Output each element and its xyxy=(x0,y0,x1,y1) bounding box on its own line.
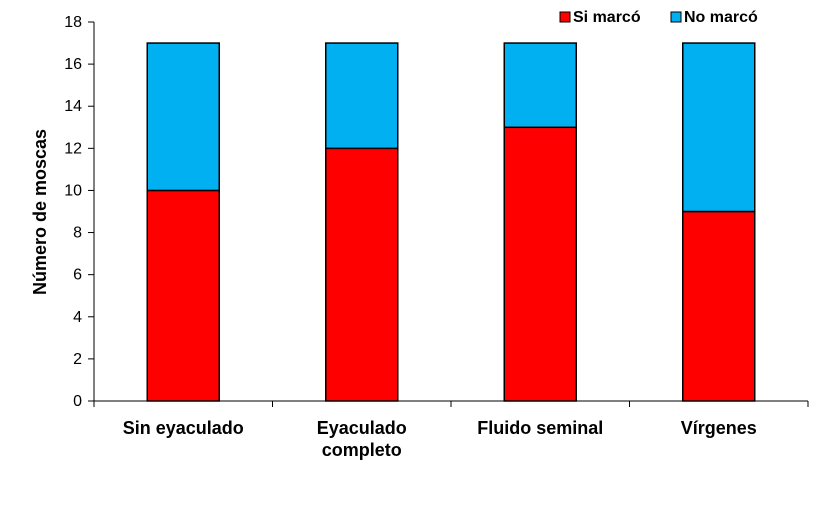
y-tick-label: 0 xyxy=(73,393,82,410)
y-tick-label: 2 xyxy=(73,351,82,368)
y-tick-label: 12 xyxy=(64,140,82,157)
y-tick-label: 14 xyxy=(64,98,82,115)
x-category-label: Eyaculado completo xyxy=(317,418,407,460)
legend-label: No marcó xyxy=(684,9,758,26)
bars-layer xyxy=(146,42,756,402)
y-ticks: 0 2 4 6 8 10 12 14 16 18 xyxy=(64,14,809,410)
y-tick-label: 4 xyxy=(73,309,82,326)
x-category-label: Fluido seminal xyxy=(477,418,603,438)
legend-label: Si marcó xyxy=(573,9,641,26)
bar-segment xyxy=(325,42,399,150)
bar-segment xyxy=(325,147,399,402)
y-tick-label: 18 xyxy=(64,14,82,31)
legend-swatch xyxy=(559,11,571,23)
y-tick-label: 8 xyxy=(73,225,82,242)
y-tick-label: 16 xyxy=(64,56,82,73)
y-tick-label: 10 xyxy=(64,182,82,199)
bar-segment xyxy=(503,42,577,129)
legend: Si marcó No marcó xyxy=(559,9,758,26)
bar-segment xyxy=(503,126,577,402)
y-axis-title: Número de moscas xyxy=(30,129,50,295)
x-category-labels: Sin eyaculado Eyaculado completo Fluido sem… xyxy=(123,418,757,460)
legend-swatch xyxy=(670,11,682,23)
bar-segment xyxy=(146,189,220,402)
x-category-label: Sin eyaculado xyxy=(123,418,244,438)
bar-segment xyxy=(146,42,220,192)
x-category-label: Vírgenes xyxy=(681,418,757,438)
bar-segment xyxy=(682,210,756,402)
y-tick-label: 6 xyxy=(73,267,82,284)
bar-segment xyxy=(682,42,756,213)
